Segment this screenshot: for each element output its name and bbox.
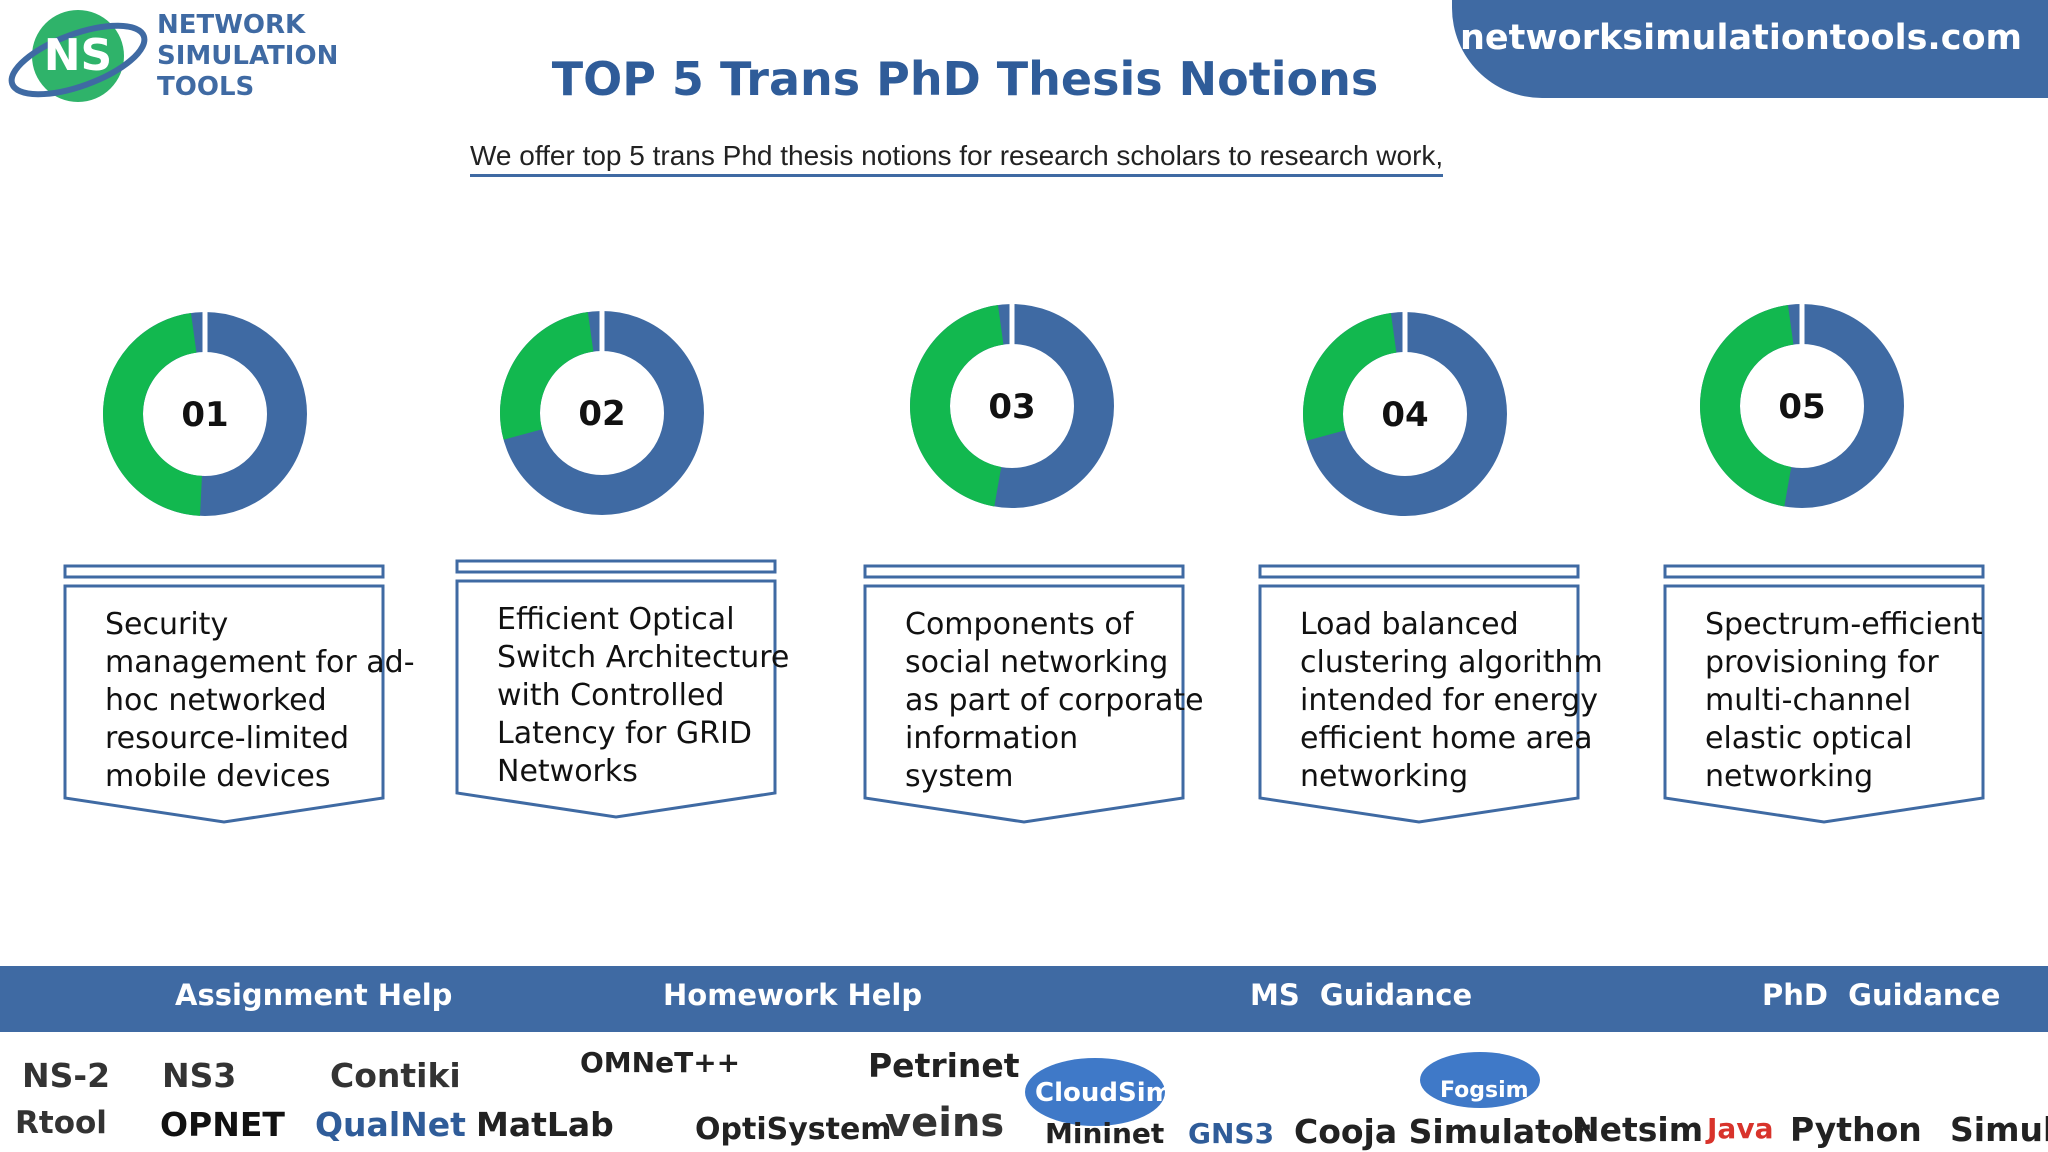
item-line: efficient home area [1300, 721, 1593, 756]
box [455, 579, 777, 819]
item-line: provisioning for [1705, 645, 1939, 680]
item-line: information [905, 721, 1079, 756]
tool-logo: Netsim [1572, 1110, 1704, 1149]
logo-line: TOOLS [157, 72, 255, 102]
tool-logo: Java [1707, 1112, 1774, 1145]
tool-logo: Mininet [1045, 1117, 1165, 1150]
item-line: Load balanced [1300, 607, 1519, 642]
tool-logo: OPNET [160, 1105, 285, 1144]
item-line: mobile devices [105, 759, 331, 794]
box [1663, 584, 1985, 824]
tool-logo: Cooja Simulator [1294, 1112, 1590, 1151]
item-text: Efficient Optical Switch Architecture with… [497, 601, 789, 791]
item-line: Efficient Optical [497, 602, 735, 637]
tool-logo: Python [1790, 1110, 1922, 1149]
item-text: Security management for ad-hoc networked r… [105, 606, 415, 796]
donut-arc [500, 311, 704, 515]
tool-logo: QualNet [315, 1105, 466, 1144]
item-line: networking [1705, 759, 1874, 794]
tool-logo: GNS3 [1188, 1117, 1275, 1150]
item-line: hoc networked [105, 683, 327, 718]
logo-line: SIMULATION [157, 41, 339, 71]
item-line: resource-limited [105, 721, 350, 756]
tool-logo: OMNeT++ [580, 1046, 741, 1079]
website: networksimulationtools.com [1459, 18, 2022, 58]
item-number: 04 [1381, 395, 1428, 435]
tool-logo: veins [885, 1100, 1005, 1146]
item-text: Components of social networking as part of… [905, 606, 1204, 796]
item-number: 05 [1778, 387, 1825, 427]
item-line: Components of [905, 607, 1134, 642]
tool-logo: Rtool [15, 1105, 107, 1141]
title: TOP 5 Trans PhD Thesis Notions [551, 52, 1379, 106]
item-text: Load balanced clustering algorithm intende… [1300, 606, 1603, 796]
box-cap [863, 564, 1185, 579]
tool-logo: OptiSystem [695, 1112, 892, 1147]
logo-abbr: NS [44, 30, 113, 81]
box-cap [63, 564, 385, 579]
item-number: 01 [181, 395, 228, 435]
logo-text: NETWORK SIMULATION TOOLS [157, 10, 338, 103]
service: Assignment Help [175, 978, 453, 1012]
item-line: Latency for GRID [497, 716, 752, 751]
item-line: intended for energy [1300, 683, 1598, 718]
services-banner [0, 966, 2048, 1032]
tool-logo: CloudSim [1035, 1078, 1173, 1108]
tool-logo: NS3 [162, 1056, 237, 1095]
box [1258, 584, 1580, 824]
tool-logo: Fogsim [1440, 1078, 1529, 1103]
service: MS Guidance [1250, 978, 1473, 1012]
tool-logo: Simulink [1950, 1110, 2048, 1149]
item-line: elastic optical [1705, 721, 1913, 756]
tool-logo: NS-2 [22, 1056, 111, 1095]
item-line: social networking [905, 645, 1169, 680]
cloud [1025, 1058, 1165, 1126]
item-line: management for ad- [105, 645, 415, 680]
item-line: Spectrum-efficient [1705, 607, 1983, 642]
logo-orbit [8, 22, 148, 98]
item-line: with Controlled [497, 678, 725, 713]
item-line: multi-channel [1705, 683, 1912, 718]
tool-logo: Contiki [330, 1056, 461, 1095]
item-line: Networks [497, 754, 638, 789]
item-line: networking [1300, 759, 1469, 794]
item-number: 03 [988, 387, 1035, 427]
item-line: clustering algorithm [1300, 645, 1603, 680]
box-cap [455, 559, 777, 574]
logo-line: NETWORK [157, 10, 306, 40]
item-line: Switch Architecture [497, 640, 790, 675]
item-number: 02 [578, 394, 625, 434]
box-cap [1663, 564, 1985, 579]
website-banner: networksimulationtools.com [1452, 0, 2048, 98]
donut-arc [102, 312, 307, 516]
tool-logo: Petrinet [868, 1046, 1020, 1085]
item-line: Security [105, 607, 229, 642]
tool-logo: MatLab [476, 1105, 614, 1144]
item-line: as part of corporate [905, 683, 1204, 718]
donut-arc [1302, 312, 1507, 516]
cloud [1420, 1052, 1540, 1108]
item-line: system [905, 759, 1014, 794]
service: Homework Help [663, 978, 923, 1012]
box [63, 584, 385, 824]
subtitle: We offer top 5 trans Phd thesis notions … [470, 140, 1444, 177]
item-text: Spectrum-efficient provisioning for multi-… [1705, 606, 1983, 796]
box-cap [1258, 564, 1580, 579]
service: PhD Guidance [1762, 978, 2001, 1012]
box [863, 584, 1185, 824]
